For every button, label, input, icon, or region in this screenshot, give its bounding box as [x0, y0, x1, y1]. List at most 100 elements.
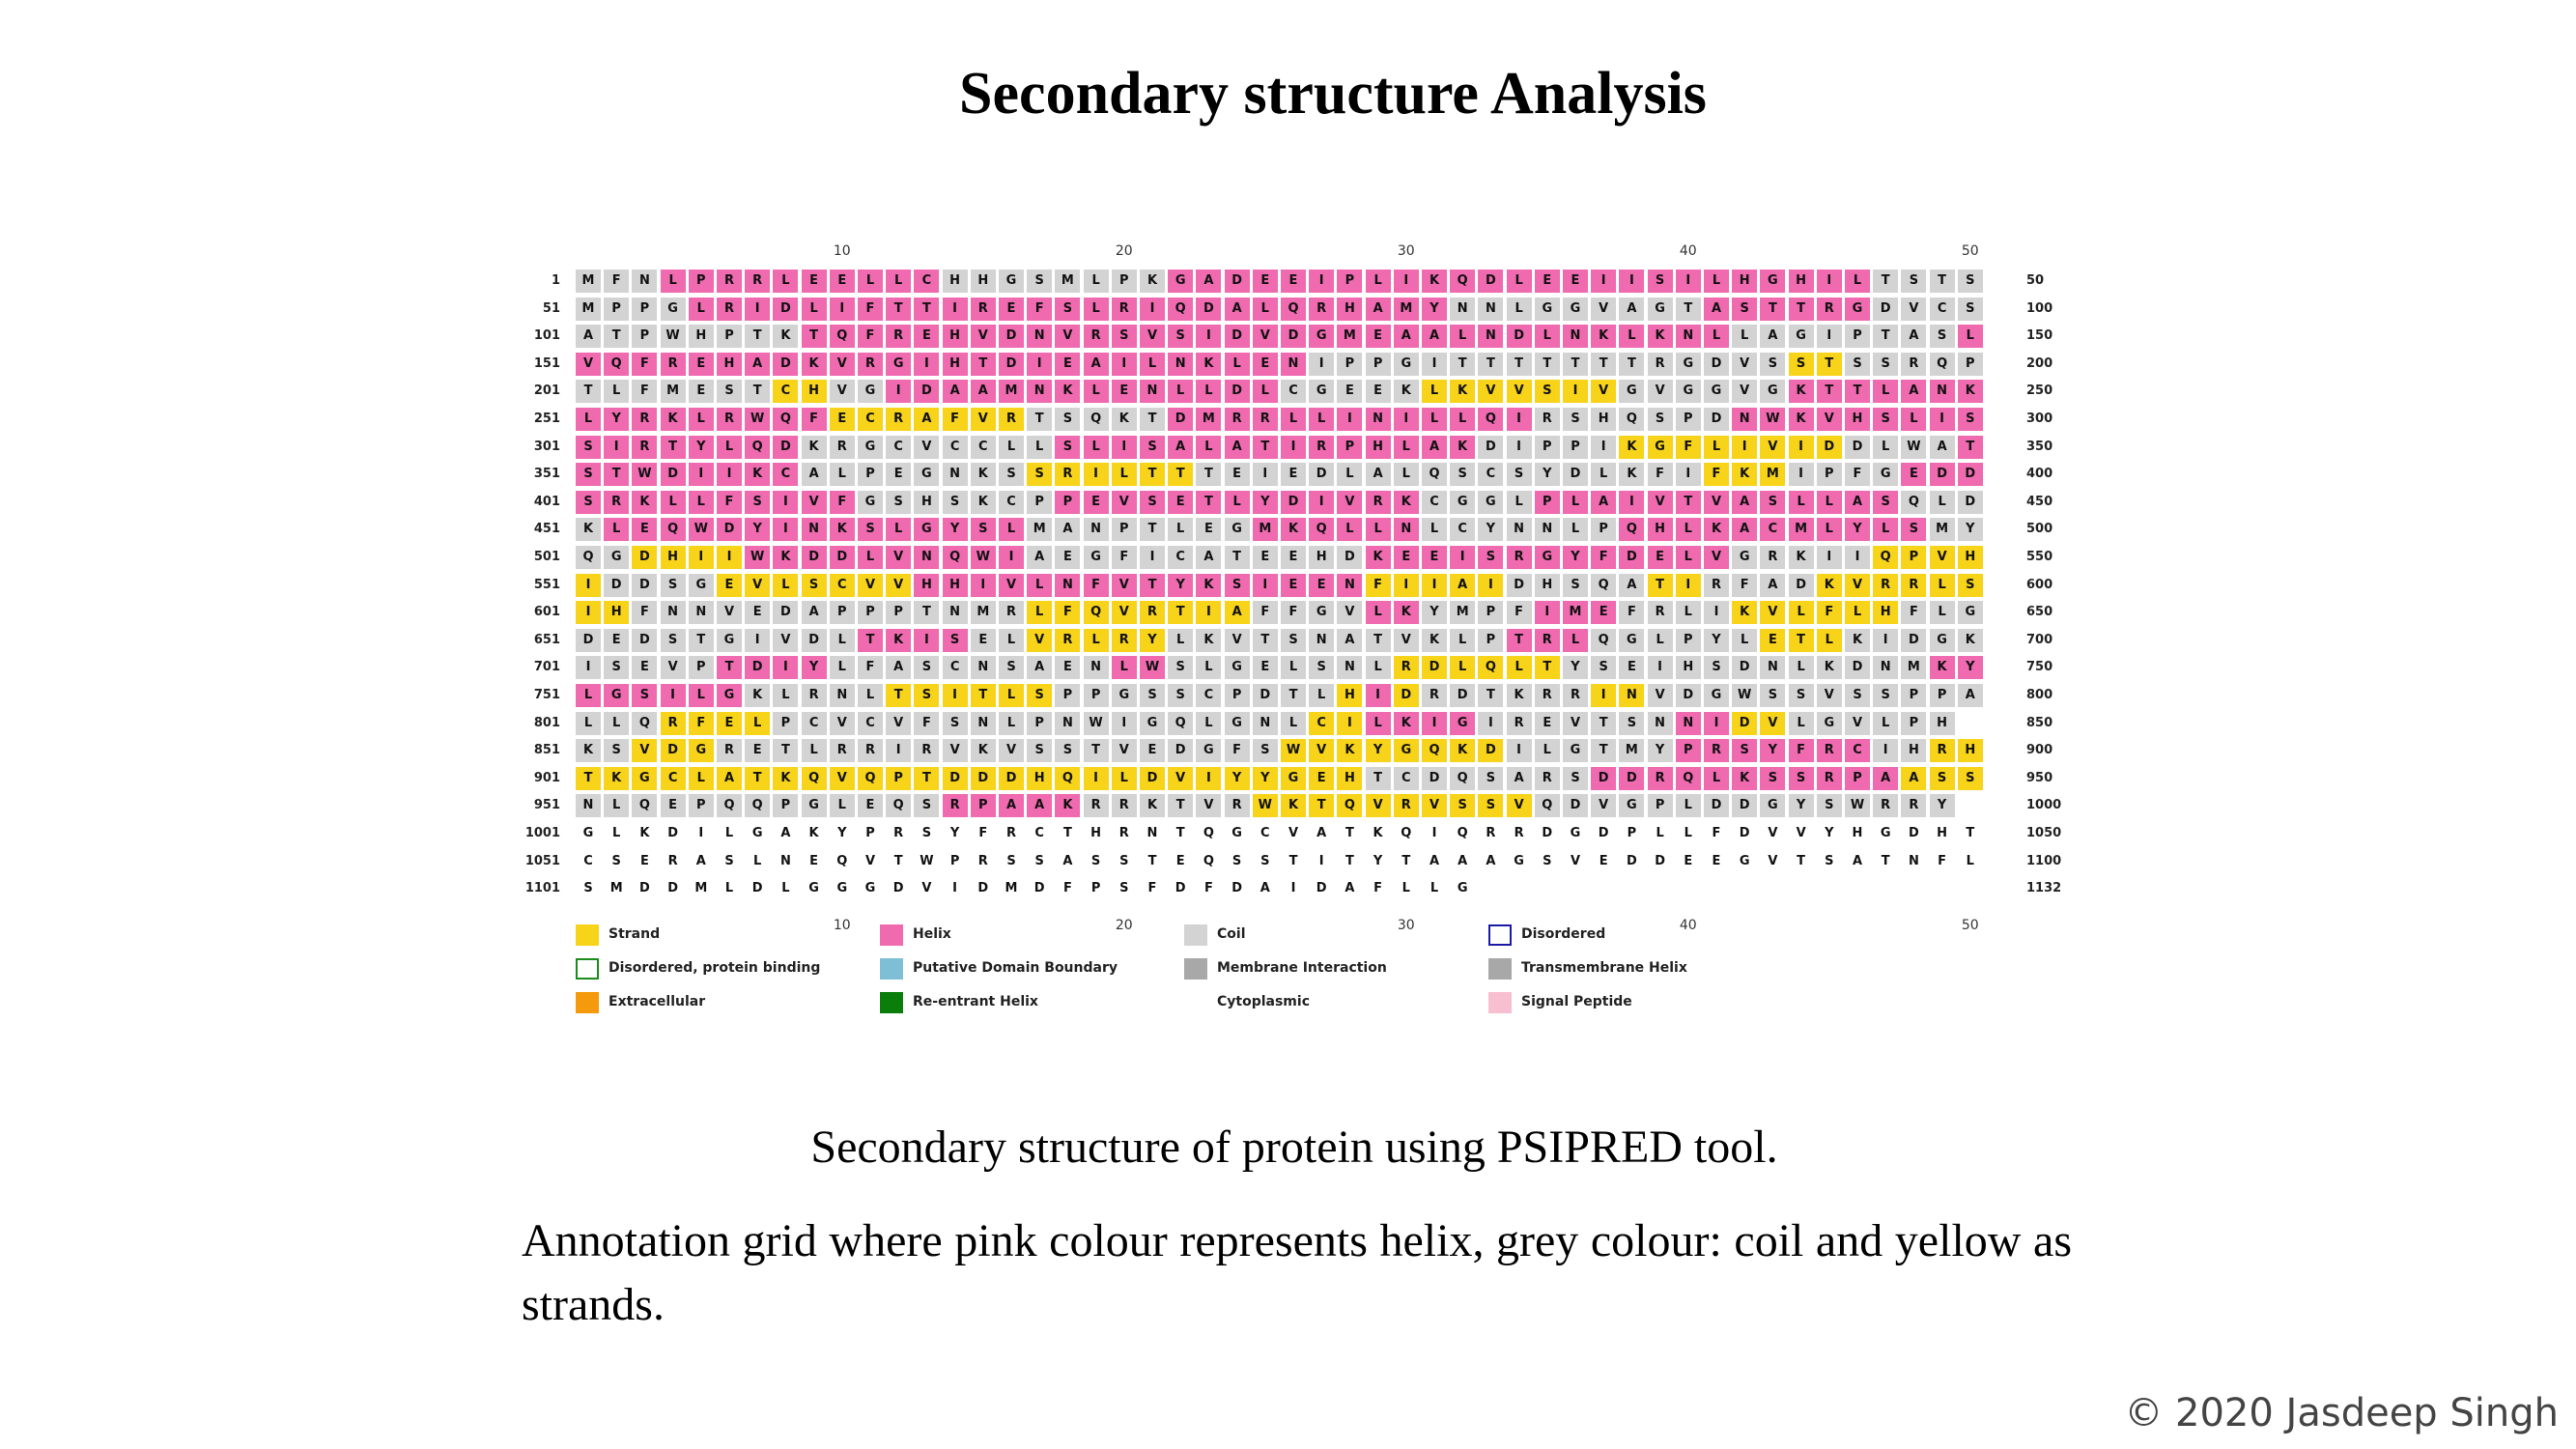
residue-cell: F [604, 270, 630, 293]
residue-cell: H [1337, 684, 1363, 707]
residue-cell: E [970, 628, 996, 652]
page-title: Secondary structure Analysis [959, 61, 1707, 127]
residue-cell: T [1337, 849, 1363, 873]
residue-cell: L [1534, 325, 1560, 349]
residue-cell: S [1760, 490, 1786, 514]
residue-cell: L [1506, 297, 1532, 321]
legend-swatch [1184, 958, 1207, 980]
residue-cell: A [1422, 849, 1447, 873]
residue-cell: C [1252, 822, 1278, 845]
residue-cell: D [1619, 849, 1645, 873]
residue-cell: W [660, 325, 686, 349]
residue-cell: D [1845, 435, 1870, 459]
residue-cell: T [1337, 822, 1363, 845]
residue-cell: N [1140, 380, 1165, 404]
residue-cell: I [1393, 408, 1419, 431]
residue-cell: Q [1478, 408, 1504, 431]
residue-cell: I [1478, 711, 1504, 735]
residue-cell: G [858, 380, 883, 404]
residue-cell: I [1929, 408, 1955, 431]
sequence-row: 501 Q G D H I I W K D D L V N Q W I A E G F I C A T E E H D K E E I S R G Y F… [512, 545, 2096, 570]
residue-cell: N [660, 601, 686, 625]
residue-cell: D [1732, 794, 1758, 818]
row-start-index: 401 [533, 494, 560, 509]
residue-cell: V [1478, 380, 1504, 404]
residue-cell: L [1929, 490, 1955, 514]
residue-cell: L [1929, 573, 1955, 597]
residue-cell: N [632, 270, 658, 293]
residue-cell: K [1450, 380, 1476, 404]
residue-cell: Y [1422, 297, 1447, 321]
position-ruler-top: 10 20 30 40 50 [512, 243, 2096, 265]
residue-cell: S [1957, 270, 1983, 293]
residue-cell: I [1845, 546, 1870, 569]
residue-cell: L [1788, 601, 1814, 625]
residue-cell: H [1083, 822, 1109, 845]
residue-cell: L [1704, 766, 1729, 790]
residue-cell: T [1309, 794, 1335, 818]
residue-cell: E [801, 270, 827, 293]
residue-cell: Y [1422, 601, 1447, 625]
residue-cell: I [1534, 601, 1560, 625]
residue-cell: L [1309, 408, 1335, 431]
residue-cell: Q [1450, 270, 1476, 293]
legend-item: Transmembrane Helix [1425, 956, 1724, 983]
residue-cell: S [1845, 352, 1870, 376]
residue-cell: N [688, 601, 714, 625]
residue-cell: H [1647, 518, 1673, 542]
residue-cell: N [1506, 518, 1532, 542]
residue-cell: I [1506, 408, 1532, 431]
residue-cell: I [1111, 435, 1137, 459]
residue-cell: V [829, 711, 855, 735]
residue-cell: Q [1619, 518, 1645, 542]
residue-cell: D [1478, 270, 1504, 293]
residue-cell: V [942, 739, 968, 763]
residue-cell: R [1506, 822, 1532, 845]
residue-cell: L [1591, 463, 1617, 487]
residue-cell: V [829, 380, 855, 404]
residue-cell: K [1957, 628, 1983, 652]
residue-cell: I [1393, 573, 1419, 597]
residue-cell: P [886, 601, 912, 625]
residue-cell: K [801, 352, 827, 376]
ruler-tick-label: 10 [833, 918, 851, 933]
residue-cell: L [1309, 684, 1335, 707]
residue-cell: I [773, 490, 799, 514]
residue-cell: L [773, 877, 799, 901]
residue-cell: L [1111, 656, 1137, 680]
residue-cell: H [1957, 546, 1983, 569]
residue-cell: P [1816, 463, 1842, 487]
residue-cell: Y [1365, 739, 1391, 763]
residue-cell: T [1140, 463, 1165, 487]
residue-cell: V [1422, 794, 1447, 818]
residue-cell: F [829, 490, 855, 514]
residue-cell: I [1675, 573, 1701, 597]
residue-cell: V [1788, 822, 1814, 845]
residue-cell: Q [942, 546, 968, 569]
residue-cell: C [942, 435, 968, 459]
residue-cell: R [886, 822, 912, 845]
residue-cell: K [1704, 518, 1729, 542]
residue-cell: I [1140, 546, 1165, 569]
residue-cell: P [1563, 435, 1588, 459]
residue-cell: F [1224, 739, 1250, 763]
residue-cell: L [1365, 270, 1391, 293]
residue-cell: D [1845, 656, 1870, 680]
residue-cell: S [1055, 435, 1081, 459]
residue-cell: G [576, 822, 601, 845]
residue-cell: T [576, 380, 601, 404]
sequence-row: 551 I D D S G E V L S C V V H H I V L N F V T Y K S I E E N F I I A I D H S Q… [512, 573, 2096, 598]
residue-cell: H [1675, 656, 1701, 680]
residue-cell: L [1337, 518, 1363, 542]
residue-cell: W [1845, 794, 1870, 818]
residue-cell: M [1450, 601, 1476, 625]
residue-cell: G [914, 518, 940, 542]
residue-cell: D [1478, 739, 1504, 763]
residue-cell: S [1140, 490, 1165, 514]
residue-cell: L [576, 408, 601, 431]
residue-cell: L [1422, 380, 1447, 404]
residue-cell: G [829, 877, 855, 901]
residue-cell: F [1929, 849, 1955, 873]
residue-cell: E [688, 380, 714, 404]
residue-cell: E [1365, 325, 1391, 349]
